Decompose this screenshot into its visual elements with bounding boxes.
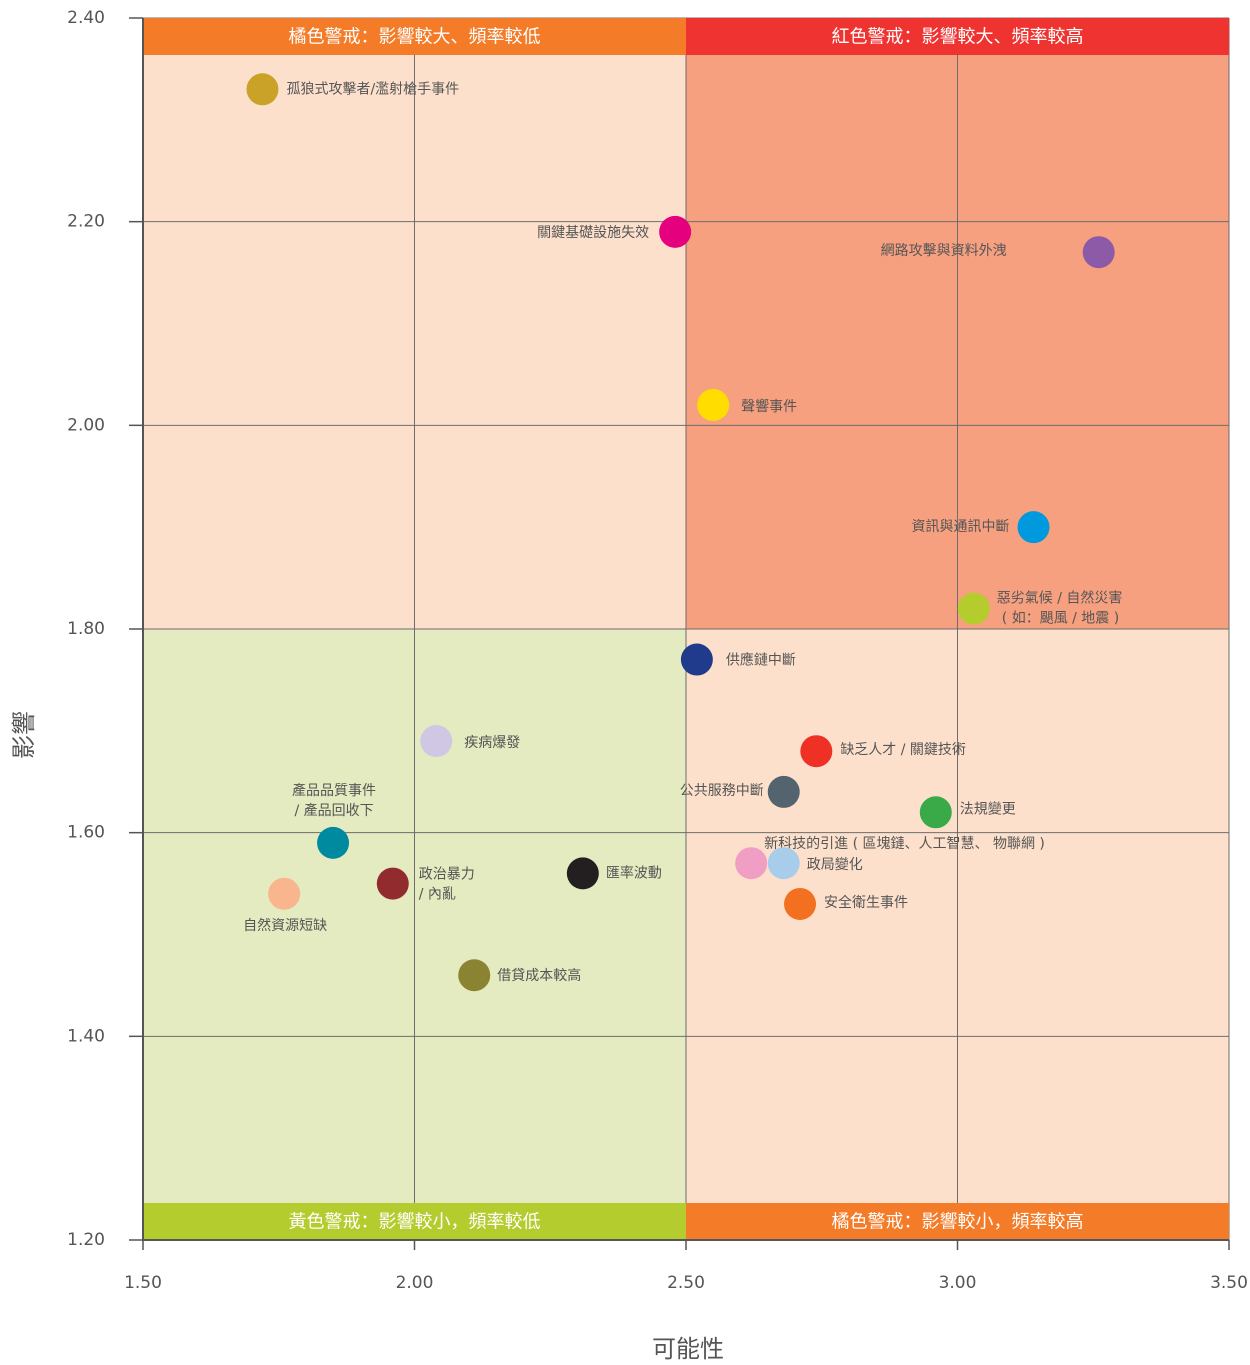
point-label: 供應鏈中斷 [726, 652, 796, 669]
point-label-line: 公共服務中斷 [680, 783, 764, 799]
point-label: 缺乏人才 / 關鍵技術 [840, 742, 966, 758]
point-label-line: ( 如：颶風 / 地震 ) [1002, 611, 1119, 627]
point-label-line: 缺乏人才 / 關鍵技術 [840, 742, 966, 758]
point [957, 592, 990, 625]
x-tick-label: 2.00 [396, 1273, 434, 1293]
point [697, 388, 730, 421]
point-label: 新科技的引進 ( 區塊鏈、人工智慧、 物聯網 ) [764, 836, 1045, 852]
x-axis-title: 可能性 [652, 1335, 724, 1363]
quadrant-label: 紅色警戒：影響較大、頻率較高 [832, 27, 1084, 48]
point-label-line: 聲響事件 [741, 398, 797, 415]
point-label-line: 供應鏈中斷 [726, 652, 796, 669]
point-label-line: 新科技的引進 ( 區塊鏈、人工智慧、 物聯網 ) [764, 836, 1045, 852]
quadrant-label: 橘色警戒：影響較大、頻率較低 [289, 27, 541, 48]
point [659, 215, 692, 248]
point-label: 法規變更 [960, 801, 1016, 817]
quadrant-banner [686, 1203, 1229, 1240]
point-label-line: 孤狼式攻擊者/濫射槍手事件 [286, 80, 459, 97]
point [246, 73, 279, 106]
point [800, 735, 833, 768]
point-label: 關鍵基礎設施失效 [537, 224, 649, 241]
point [376, 867, 409, 900]
point-label-line: / 產品回收下 [294, 802, 373, 819]
point-label: 產品品質事件 / 產品回收下 [292, 782, 376, 819]
point [919, 796, 952, 829]
quadrant-label: 橘色警戒：影響較小，頻率較高 [832, 1212, 1084, 1233]
point-label-line: 法規變更 [960, 801, 1016, 817]
y-tick-label: 2.40 [67, 8, 105, 28]
point-label: 自然資源短缺 [243, 917, 327, 934]
point-label: 孤狼式攻擊者/濫射槍手事件 [286, 80, 459, 97]
point-label: 網路攻擊與資料外洩 [881, 242, 1007, 259]
x-tick-label: 3.50 [1210, 1273, 1248, 1293]
point-label: 聲響事件 [741, 398, 797, 415]
point [458, 959, 491, 992]
point-label-line: / 內亂 [419, 887, 456, 903]
y-tick-label: 1.20 [67, 1230, 105, 1250]
point-label: 政治暴力 / 內亂 [419, 867, 475, 903]
quadrant-banner [143, 1203, 686, 1240]
quadrant-label: 黃色警戒：影響較小，頻率較低 [289, 1212, 541, 1233]
point-label: 疾病爆發 [464, 735, 520, 751]
point-label: 公共服務中斷 [680, 783, 764, 799]
point [680, 643, 713, 676]
point-label-line: 匯率波動 [606, 864, 662, 881]
point [767, 847, 800, 880]
x-tick-label: 3.00 [939, 1273, 977, 1293]
point [735, 847, 768, 880]
point-label: 安全衛生事件 [824, 894, 908, 911]
point [420, 725, 453, 758]
quadrant-banner [686, 18, 1229, 55]
point [1082, 236, 1115, 269]
point [566, 857, 599, 890]
point-label-line: 關鍵基礎設施失效 [537, 224, 649, 241]
point [268, 877, 301, 910]
point-label-line: 網路攻擊與資料外洩 [881, 242, 1007, 259]
point-label-line: 產品品質事件 [292, 782, 376, 799]
point-label-line: 資訊與通訊中斷 [912, 519, 1010, 535]
y-tick-label: 2.00 [67, 415, 105, 435]
point [1017, 511, 1050, 544]
point-label: 資訊與通訊中斷 [912, 519, 1010, 535]
point-label-line: 政局變化 [807, 857, 863, 873]
point-label-line: 惡劣氣候 / 自然災害 [997, 590, 1123, 607]
point-label: 匯率波動 [606, 864, 662, 881]
y-tick-label: 1.40 [67, 1026, 105, 1046]
y-tick-label: 2.20 [67, 212, 105, 232]
point [317, 826, 350, 859]
point-label-line: 自然資源短缺 [243, 917, 327, 934]
quadrant-banner [143, 18, 686, 55]
y-tick-label: 1.60 [67, 823, 105, 843]
point-label-line: 安全衛生事件 [824, 894, 908, 911]
y-axis-title: 影響 [10, 711, 38, 759]
point-label-line: 借貸成本較高 [497, 967, 581, 984]
x-tick-label: 1.50 [124, 1273, 162, 1293]
y-tick-label: 1.80 [67, 619, 105, 639]
point [767, 775, 800, 808]
point-label: 借貸成本較高 [497, 967, 581, 984]
point-label: 政局變化 [807, 857, 863, 873]
point-label: 惡劣氣候 / 自然災害 ( 如：颶風 / 地震 ) [997, 590, 1123, 627]
point-label-line: 政治暴力 [419, 867, 475, 883]
point-label-line: 疾病爆發 [464, 735, 520, 751]
point [784, 887, 817, 920]
x-tick-label: 2.50 [667, 1273, 705, 1293]
